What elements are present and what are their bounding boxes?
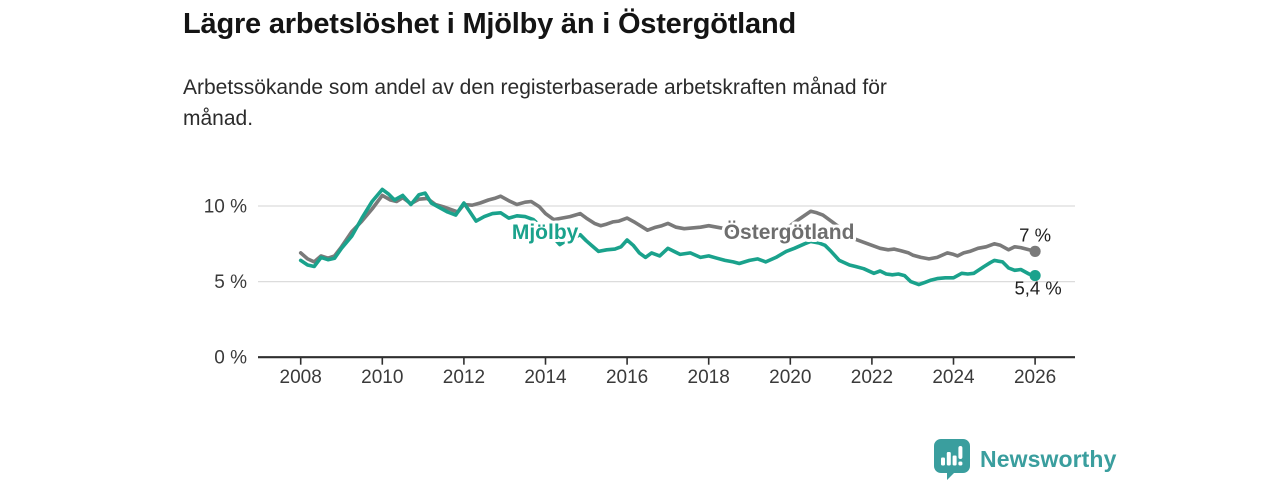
x-tick-label: 2014 [524,367,567,388]
newsworthy-logo-text: Newsworthy [980,446,1117,472]
y-tick-label: 0 % [214,348,247,369]
x-tick-label: 2012 [443,367,485,388]
series-line-mjolby [298,187,1037,287]
y-tick-label: 10 % [204,197,247,218]
y-tick-label: 5 % [214,272,247,293]
series-end-label-mjolby: 5,4 % [1014,278,1061,299]
chart-subtitle: Arbetssökande som andel av den registerb… [183,72,887,134]
x-tick-label: 2020 [769,367,811,388]
page-title: Lägre arbetslöshet i Mjölby än i Östergö… [183,8,796,40]
series-end-dot-mjolby [1029,269,1041,282]
x-tick-label: 2022 [851,367,893,388]
x-tick-label: 2026 [1014,367,1056,388]
chart-subtitle-line-1: Arbetssökande som andel av den registerb… [183,76,887,99]
x-tick-label: 2018 [688,367,730,388]
newsworthy-logo-icon [934,439,970,480]
newsworthy-branding: Newsworthy [934,439,1116,480]
x-tick-label: 2024 [932,367,975,388]
x-tick-label: 2010 [361,367,403,388]
chart-subtitle-line-2: månad. [183,107,254,130]
series-end-label-ostergotland: 7 % [1019,224,1051,245]
series-label-mjolby: Mjölby [512,221,579,244]
series-label-ostergotland: Östergötland [724,221,855,244]
series-end-dot-ostergotland [1029,245,1041,257]
x-tick-label: 2008 [280,367,322,388]
x-tick-label: 2016 [606,367,648,388]
